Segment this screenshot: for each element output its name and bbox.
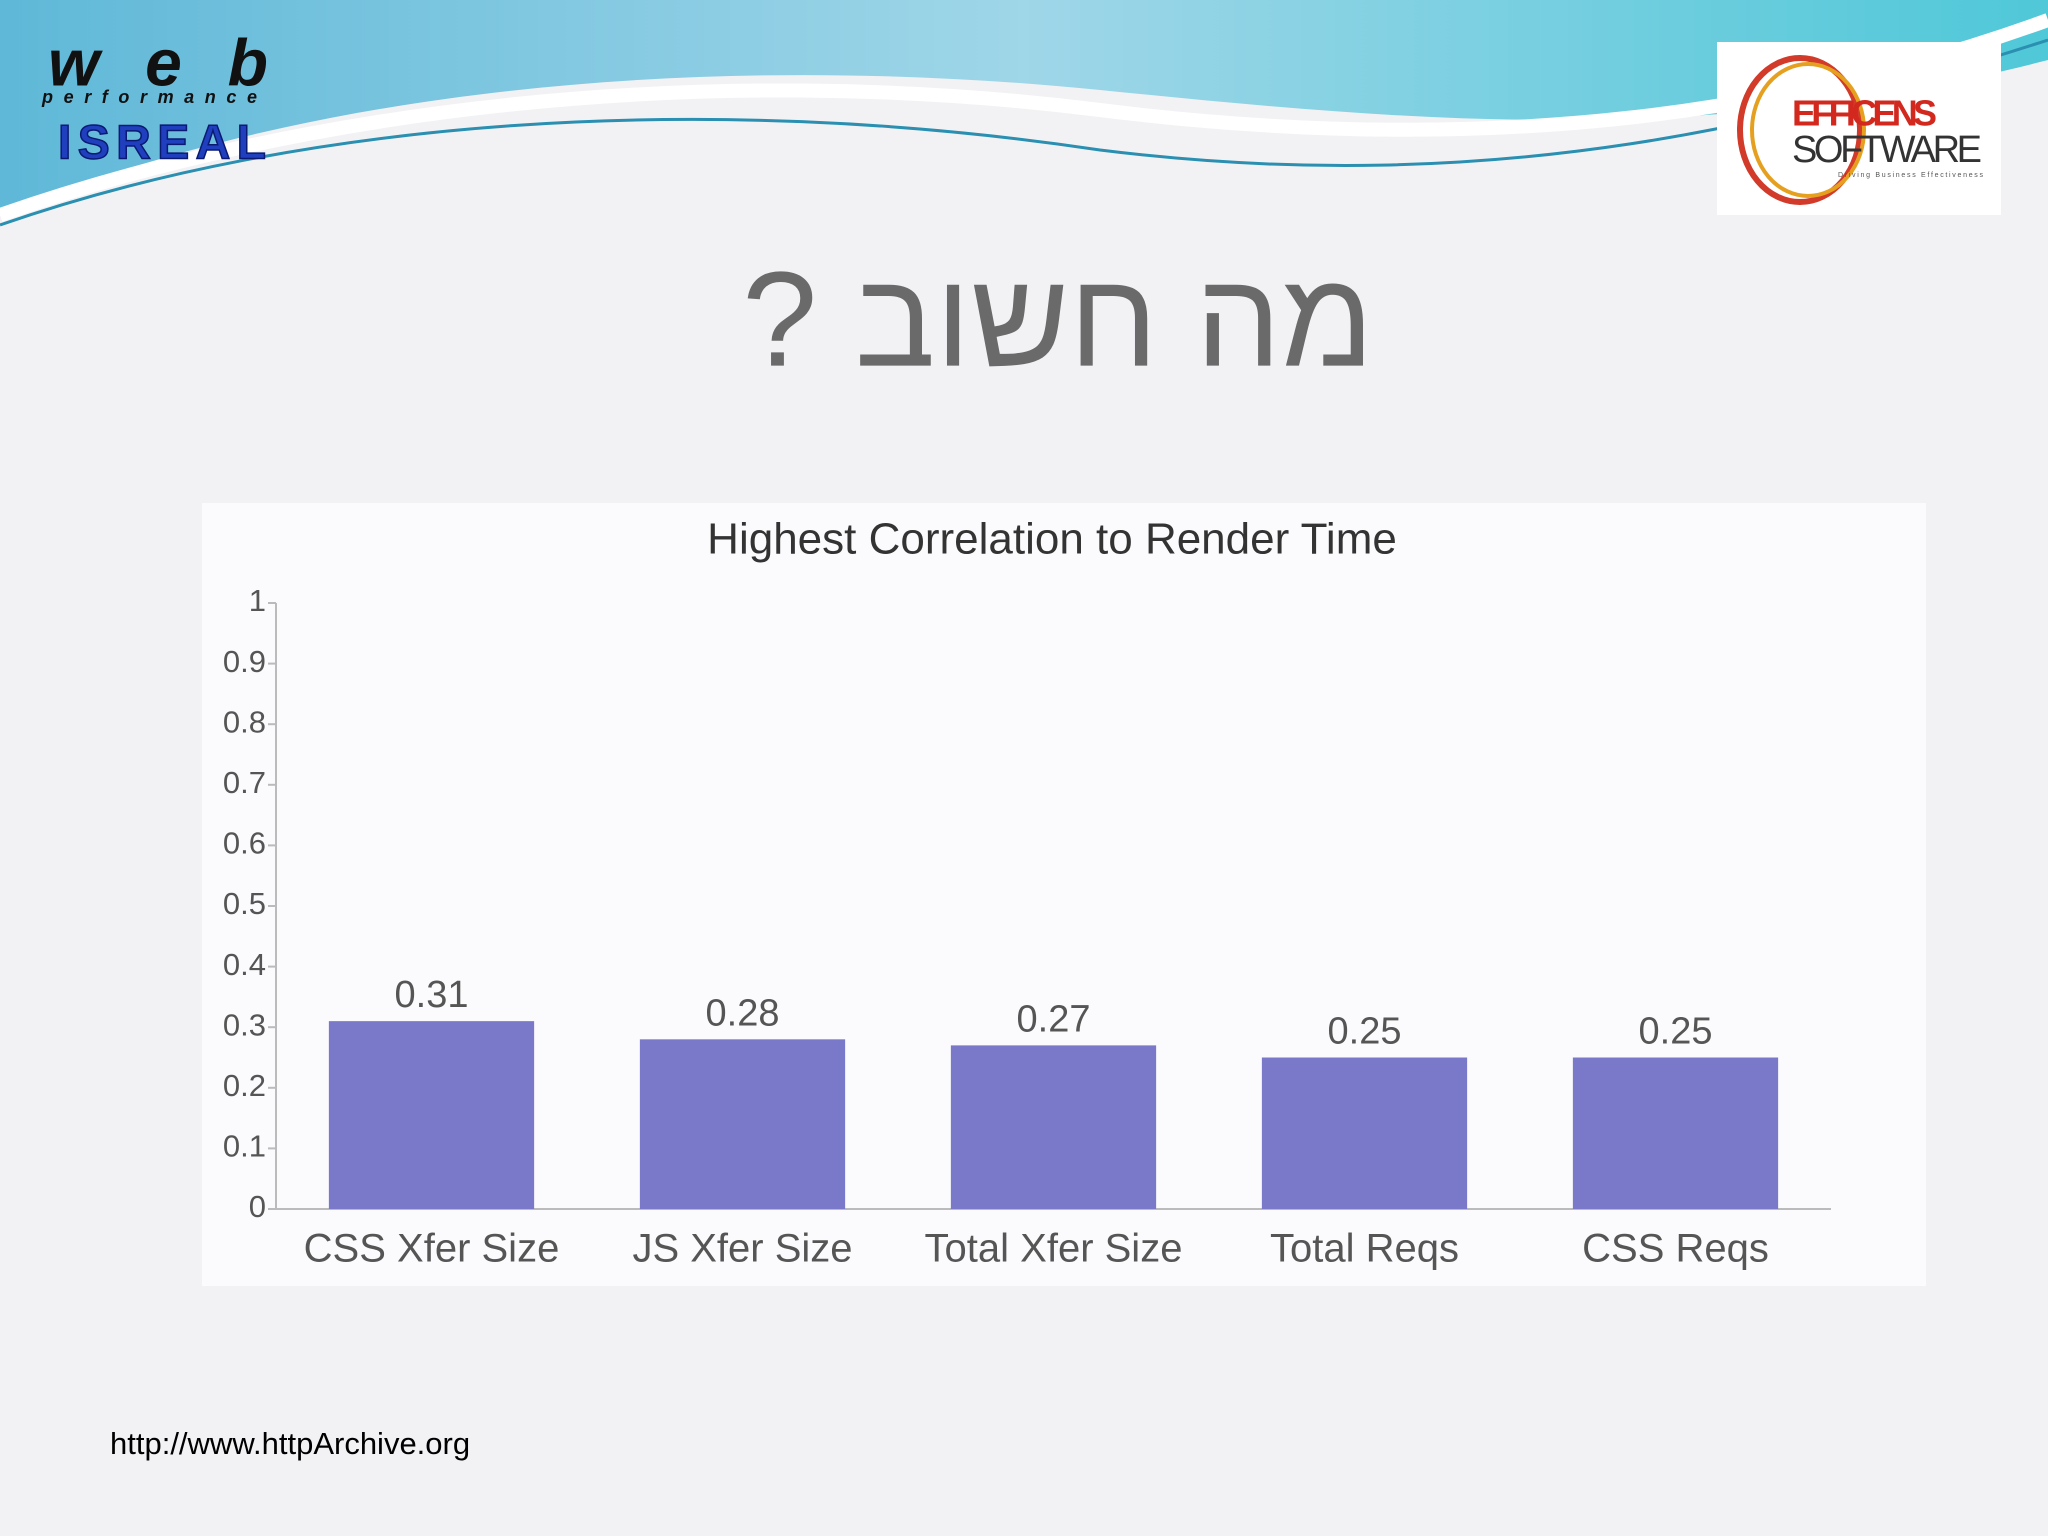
y-tick-label: 0.2 xyxy=(223,1068,266,1103)
y-tick-label: 0.4 xyxy=(223,947,266,982)
bar xyxy=(1261,1057,1468,1209)
x-tick-label: Total Xfer Size xyxy=(925,1227,1183,1271)
y-tick-label: 0.7 xyxy=(223,765,266,800)
y-tick-label: 0.6 xyxy=(223,826,266,861)
bar xyxy=(639,1039,846,1209)
y-tick-label: 0.5 xyxy=(223,886,266,921)
bar xyxy=(950,1045,1157,1209)
x-tick-label: CSS Reqs xyxy=(1582,1227,1769,1271)
logo-line2: SOFTWARE xyxy=(1792,129,1982,171)
y-tick-label: 0.8 xyxy=(223,704,266,739)
logo-ring xyxy=(1737,55,1863,205)
header-wave xyxy=(0,0,2048,215)
y-tick-label: 1 xyxy=(249,583,266,618)
logo-ring xyxy=(1750,62,1866,198)
source: http://www.httpArchive.org xyxy=(110,1426,470,1461)
value-label: 0.27 xyxy=(1017,998,1091,1040)
y-tick-label: 0.3 xyxy=(223,1007,266,1042)
logo-line1: EFFICENS xyxy=(1792,93,1937,134)
x-tick-label: CSS Xfer Size xyxy=(304,1227,560,1271)
y-tick-label: 0.9 xyxy=(223,644,266,679)
bar xyxy=(328,1021,535,1209)
y-tick-label: 0 xyxy=(249,1189,266,1224)
slide-title: מה חשוב ? xyxy=(742,244,1374,395)
y-tick-label: 0.1 xyxy=(223,1129,266,1164)
chart-title: Highest Correlation to Render Time xyxy=(707,515,1397,564)
bar xyxy=(1572,1057,1779,1209)
x-tick-label: Total Reqs xyxy=(1270,1227,1459,1271)
value-label: 0.25 xyxy=(1328,1011,1402,1053)
value-label: 0.28 xyxy=(706,992,780,1034)
value-label: 0.31 xyxy=(395,974,469,1016)
x-tick-label: JS Xfer Size xyxy=(632,1227,852,1271)
value-label: 0.25 xyxy=(1639,1011,1713,1053)
logo-word: web xyxy=(48,25,268,99)
